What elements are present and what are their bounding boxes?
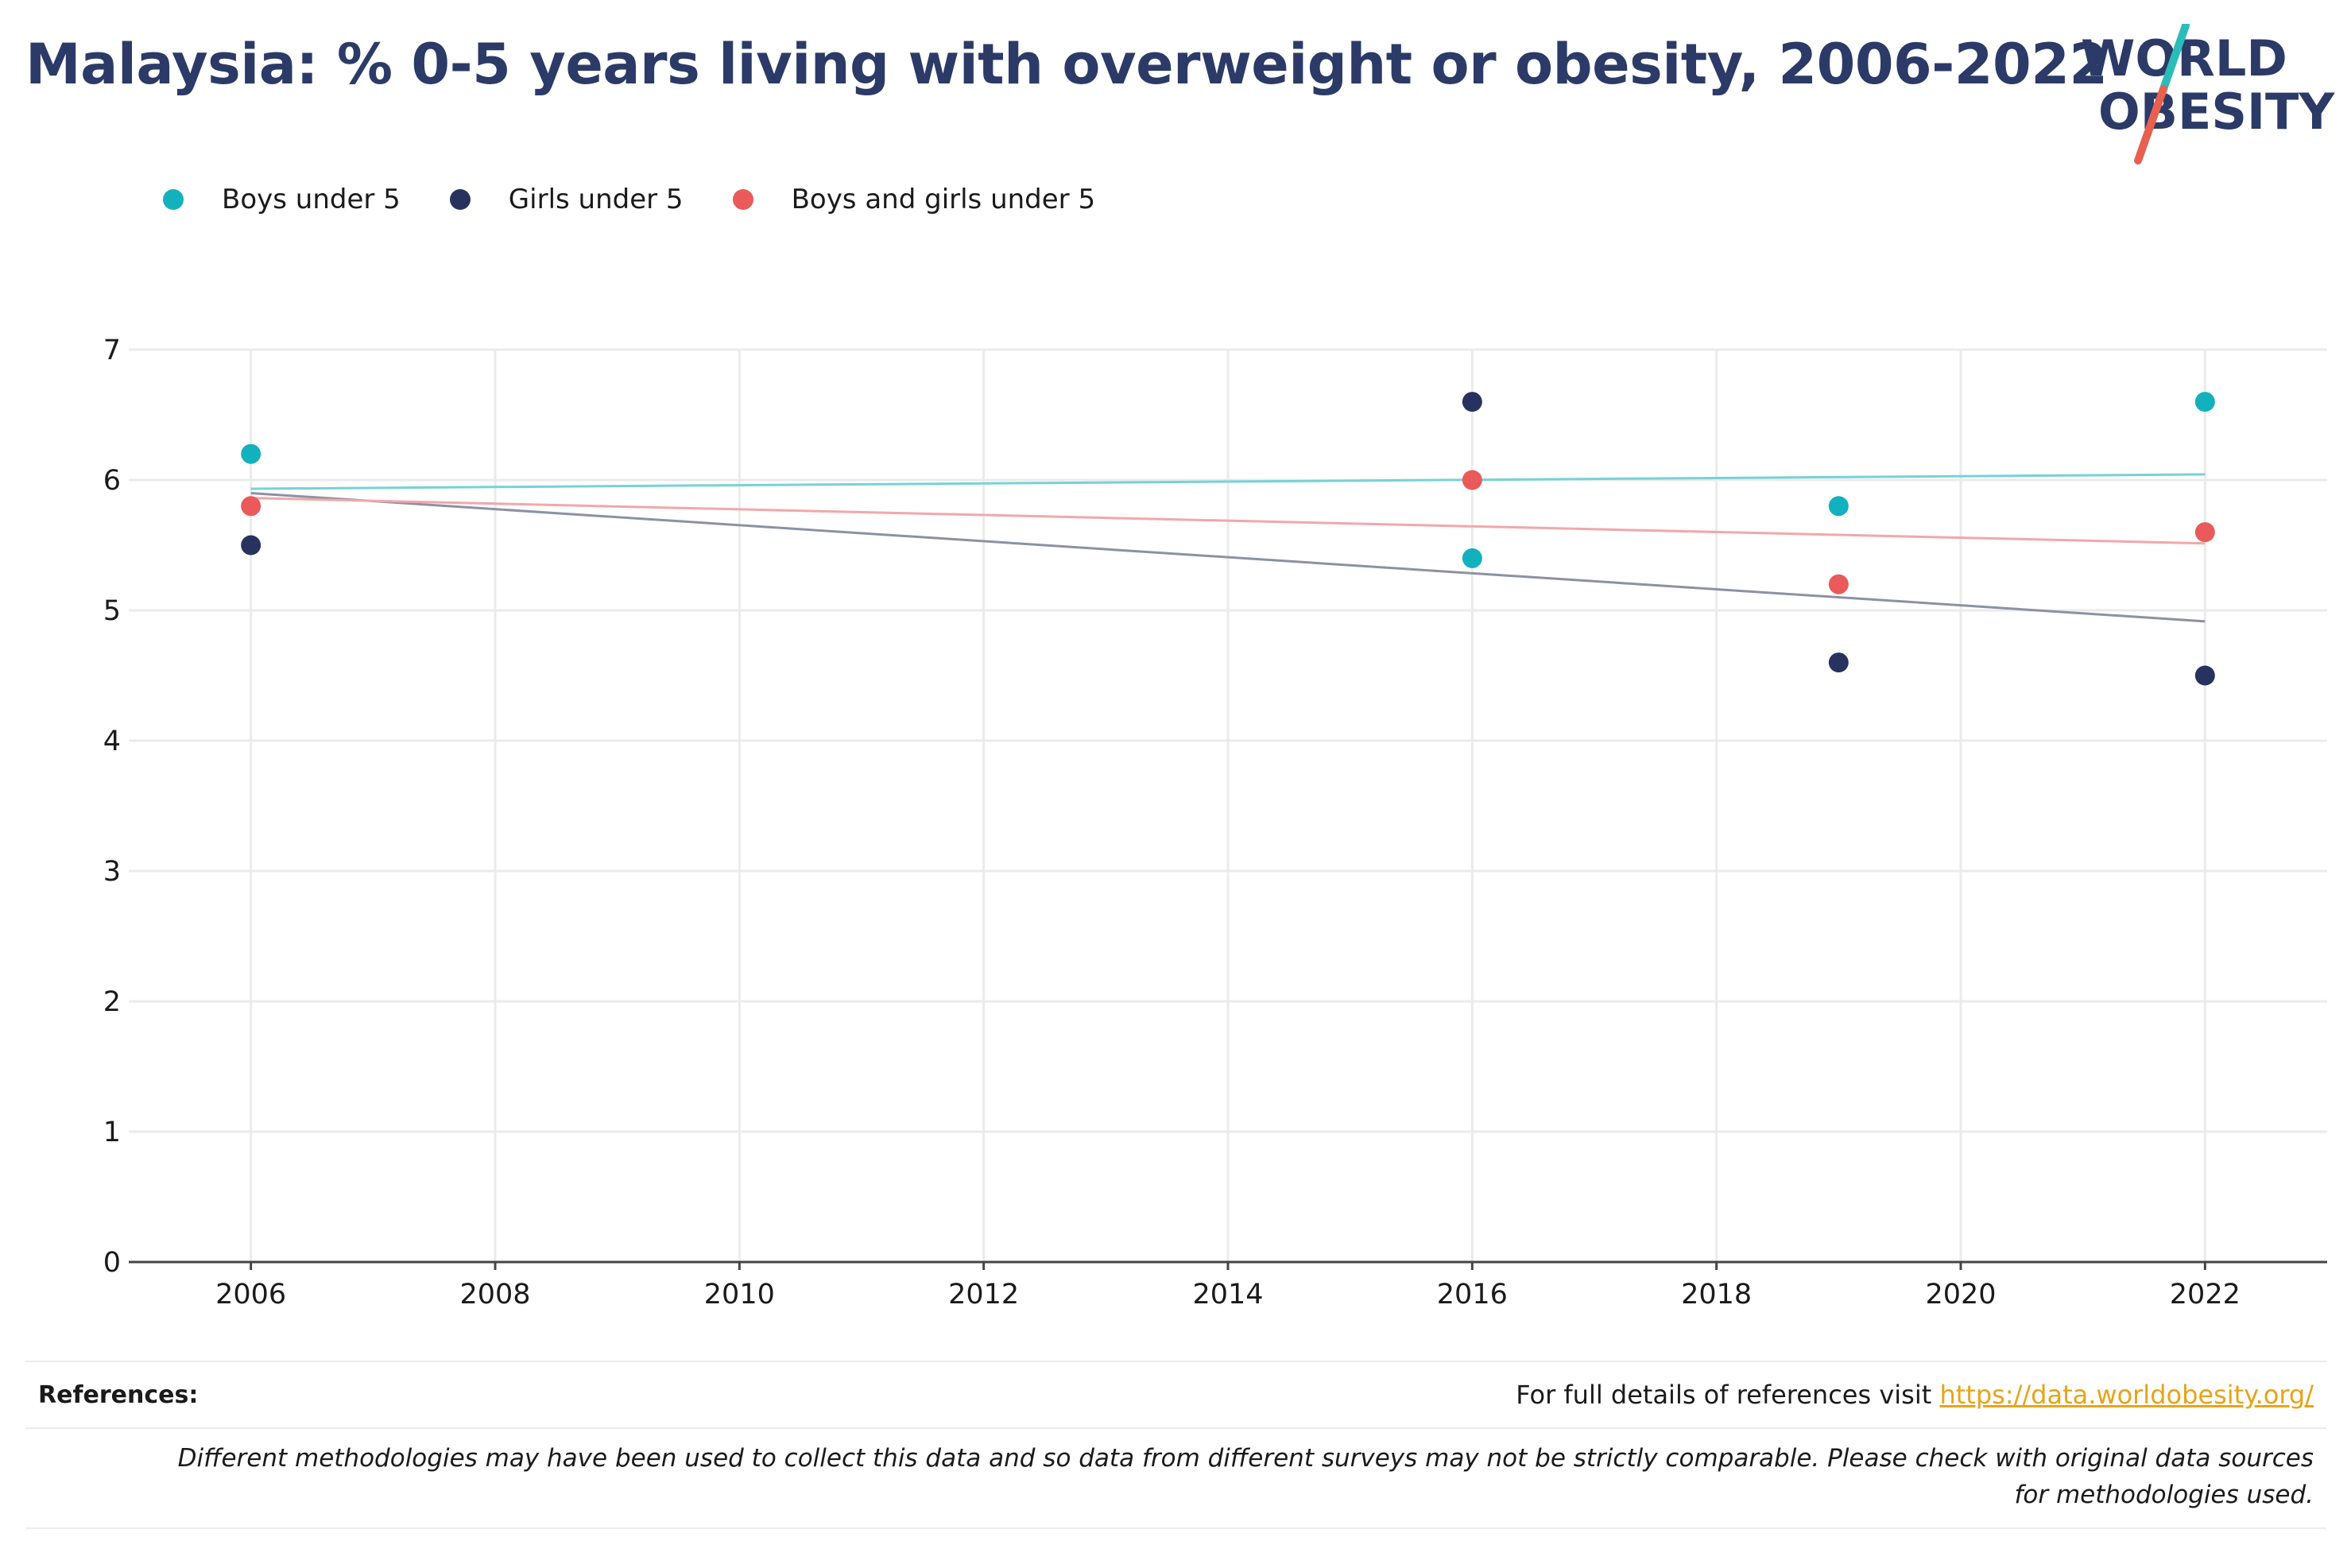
chart-title: Malaysia: % 0-5 years living with overwe… [25, 32, 2108, 97]
y-tick-label-4: 4 [103, 726, 121, 757]
references-link[interactable]: https://data.worldobesity.org/ [1939, 1380, 2314, 1410]
y-tick-label-7: 7 [103, 335, 121, 366]
data-point-series-0-2019 [1828, 496, 1849, 517]
trend-line-series-1 [250, 491, 2206, 623]
legend-dot-boys-and-girls [732, 189, 753, 210]
references-row: References: For full details of referenc… [25, 1362, 2326, 1427]
y-tick-label-2: 2 [103, 986, 121, 1018]
x-tick-label-2020: 2020 [1925, 1279, 1996, 1311]
world-obesity-logo: WORLD OBESITY [2081, 24, 2335, 165]
axes [129, 1260, 2327, 1270]
legend-label-girls: Girls under 5 [508, 184, 684, 215]
footer-divider-bottom [25, 1527, 2326, 1529]
references-text: For full details of references visit [1516, 1380, 1940, 1410]
x-tick-label-2010: 2010 [704, 1279, 775, 1311]
data-point-series-1-2022 [2194, 665, 2215, 686]
data-point-series-0-2022 [2194, 392, 2215, 412]
x-tick-label-2016: 2016 [1437, 1279, 1508, 1311]
references-info: For full details of references visit htt… [1516, 1380, 2314, 1410]
logo-slash-teal [2159, 24, 2190, 93]
data-points [241, 392, 2215, 686]
chart-legend: Boys under 5 Girls under 5 Boys and girl… [163, 180, 1145, 219]
data-point-series-2-2019 [1828, 574, 1849, 594]
data-point-series-2-2006 [241, 496, 261, 517]
y-tick-label-3: 3 [103, 856, 121, 888]
grid-lines [129, 348, 2327, 1262]
data-point-series-2-2022 [2194, 522, 2215, 543]
data-point-series-1-2006 [241, 535, 261, 556]
legend-label-boys: Boys under 5 [222, 184, 401, 215]
methodology-disclaimer: Different methodologies may have been us… [177, 1444, 2314, 1509]
footer-divider-top [25, 1361, 2326, 1362]
legend-dot-girls [449, 189, 471, 210]
y-tick-label-1: 1 [103, 1117, 121, 1148]
legend-dot-boys [163, 189, 184, 210]
trend-line-series-0 [250, 473, 2206, 490]
data-point-series-1-2019 [1828, 652, 1849, 673]
legend-label-boys-and-girls: Boys and girls under 5 [791, 184, 1096, 215]
x-tick-label-2012: 2012 [948, 1279, 1019, 1311]
x-tick-label-2006: 2006 [215, 1279, 286, 1311]
tick-labels: 0 1 2 3 4 5 6 7 2006 2008 2010 2012 2014 2016 2018 2020… [103, 335, 2241, 1311]
trend-lines [250, 473, 2206, 623]
legend-item-boys[interactable]: Boys under 5 [163, 184, 401, 215]
y-tick-label-6: 6 [103, 465, 121, 497]
logo-obesity-text: OBESITY [2098, 83, 2335, 141]
legend-item-boys-and-girls[interactable]: Boys and girls under 5 [732, 184, 1096, 215]
data-point-series-0-2006 [241, 443, 261, 464]
logo-slash-coral [2134, 85, 2167, 165]
x-tick-label-2008: 2008 [459, 1279, 530, 1311]
x-tick-label-2022: 2022 [2170, 1279, 2241, 1311]
data-point-series-2-2016 [1462, 470, 1482, 490]
y-tick-label-5: 5 [103, 595, 121, 627]
references-footer: References: For full details of referenc… [25, 1361, 2326, 1529]
data-point-series-0-2016 [1462, 548, 1482, 568]
x-tick-label-2014: 2014 [1192, 1279, 1263, 1311]
references-label: References: [38, 1380, 199, 1409]
data-point-series-1-2016 [1462, 392, 1482, 412]
legend-item-girls[interactable]: Girls under 5 [449, 184, 684, 215]
y-tick-label-0: 0 [103, 1247, 121, 1279]
trend-line-series-2 [250, 497, 2206, 545]
scatter-plot: 0 1 2 3 4 5 6 7 2006 2008 2010 2012 2014 2016 2018 2020… [103, 335, 2327, 1311]
x-tick-label-2018: 2018 [1681, 1279, 1752, 1311]
footer-divider-middle [25, 1427, 2326, 1429]
